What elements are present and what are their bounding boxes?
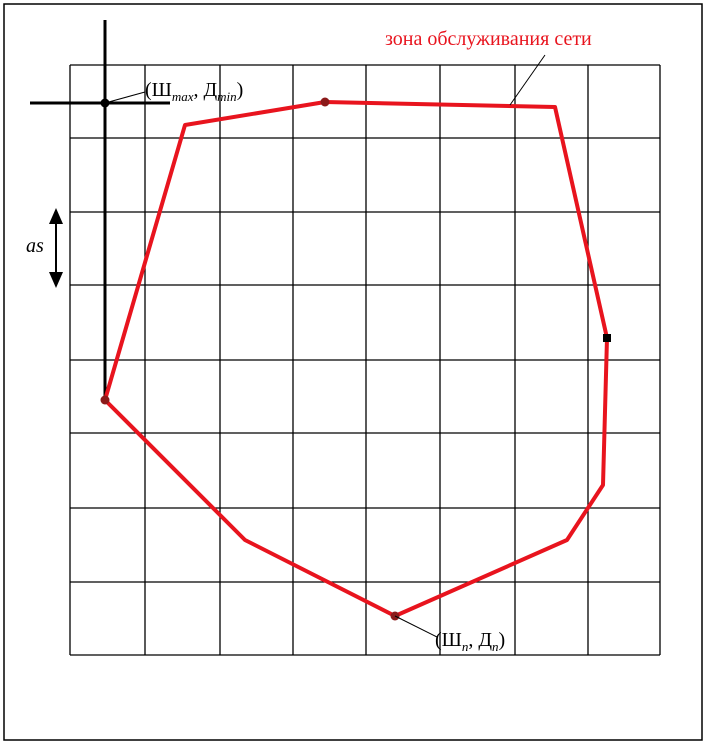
point (603, 334, 611, 342)
point (320, 97, 330, 107)
top-point-label: (Шmax, Дmin) (145, 79, 243, 104)
label-part: ) (499, 629, 506, 651)
label-sub: max (172, 89, 194, 104)
label-sub: n (462, 639, 469, 654)
leader (104, 91, 146, 104)
label-part: , Д (194, 79, 218, 101)
zone-label: зона обслуживания сети (385, 28, 592, 50)
label-part: (Ш (145, 79, 172, 101)
point (100, 395, 110, 405)
leader (394, 615, 438, 638)
label-sub: n (492, 639, 499, 654)
step-arrow (49, 208, 63, 288)
grid (69, 64, 661, 656)
leader (509, 54, 546, 106)
service-zone (103, 100, 609, 618)
frame (3, 3, 703, 741)
label-part: , Д (468, 629, 492, 651)
step-label: as (26, 235, 44, 257)
bottom-point-label: (Шn, Дn) (435, 629, 505, 654)
label-sub: min (217, 89, 237, 104)
label-part: (Ш (435, 629, 462, 651)
label-part: ) (237, 79, 244, 101)
